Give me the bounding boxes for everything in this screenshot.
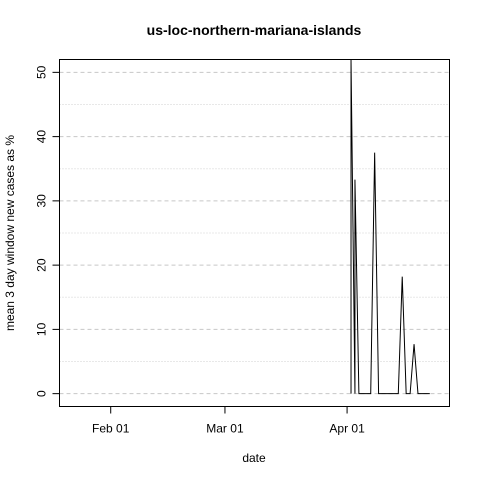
y-tick-label: 10 (35, 322, 49, 336)
y-tick-label: 20 (35, 258, 49, 272)
x-tick-label: Apr 01 (329, 422, 365, 436)
y-tick-label: 30 (35, 194, 49, 208)
y-tick-label: 0 (35, 390, 49, 397)
chart-title: us-loc-northern-mariana-islands (147, 22, 362, 38)
x-axis-label: date (242, 451, 266, 465)
x-tick-label: Mar 01 (206, 422, 244, 436)
x-tick-label: Feb 01 (92, 422, 130, 436)
y-tick-label: 40 (35, 130, 49, 144)
y-tick-label: 50 (35, 65, 49, 79)
y-axis-label: mean 3 day window new cases as % (3, 135, 17, 331)
